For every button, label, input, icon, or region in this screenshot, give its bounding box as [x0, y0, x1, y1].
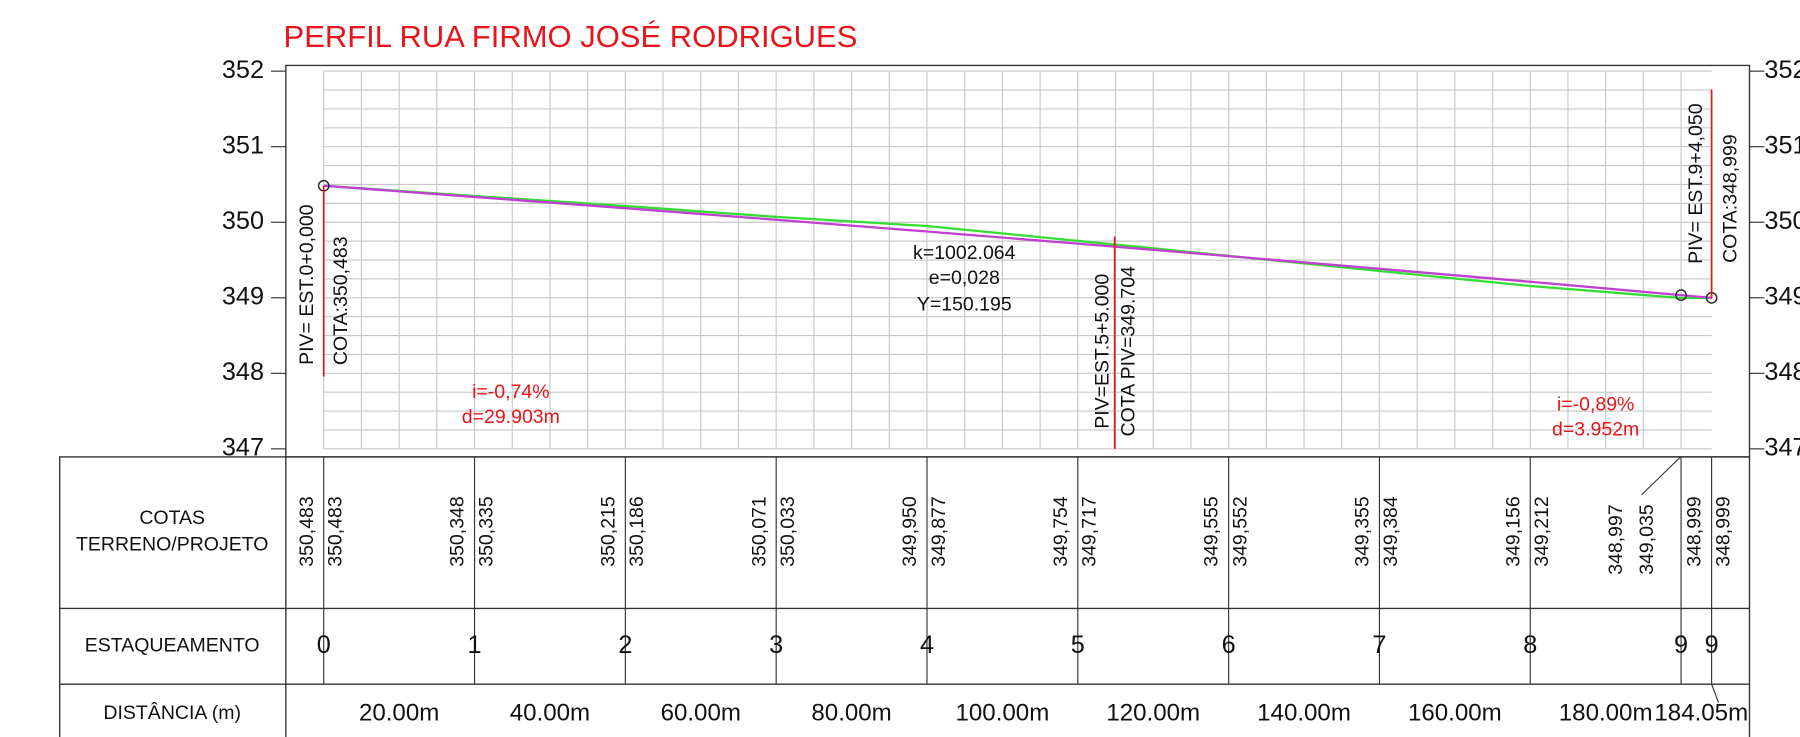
station-label: 7 — [1372, 631, 1386, 659]
title: PERFIL RUA FIRMO JOSÉ RODRIGUES — [284, 19, 858, 54]
distance-label: 160.00m — [1408, 699, 1502, 726]
annotation: d=29.903m — [462, 406, 560, 428]
distance-label: 184.05m — [1654, 699, 1748, 726]
leader — [1641, 456, 1682, 496]
distance-label: 20.00m — [359, 699, 439, 726]
annotation: i=-0,74% — [472, 381, 550, 403]
y-tick-label: 348 — [222, 358, 264, 386]
annotation: PIV= EST.9+4,050 — [1685, 103, 1707, 264]
annotation: 349,384 — [1380, 496, 1402, 567]
row-label: DISTÂNCIA (m) — [103, 701, 241, 724]
annotation: 350,348 — [447, 496, 469, 567]
annotation: 349,552 — [1229, 496, 1251, 567]
annotation: COTA:350,483 — [330, 236, 352, 365]
leader — [1711, 683, 1720, 703]
distance-label: 100.00m — [956, 699, 1050, 726]
annotation: 349,717 — [1079, 496, 1101, 567]
y-tick-label: 350 — [222, 207, 264, 235]
annotation: 349,355 — [1352, 496, 1374, 567]
station-label: 6 — [1222, 631, 1236, 659]
annotation: 350,483 — [296, 496, 318, 567]
distance-label: 180.00m — [1559, 699, 1653, 726]
y-tick-label: 352 — [222, 56, 264, 84]
annotation: 350,335 — [475, 496, 497, 567]
distance-label: 40.00m — [510, 699, 590, 726]
annotation: 349,754 — [1050, 496, 1072, 567]
annotation: 348,999 — [1684, 496, 1706, 567]
annotation: 349,212 — [1531, 496, 1553, 567]
annotation: PIV= EST.0+0,000 — [296, 204, 318, 365]
station-label: 5 — [1071, 631, 1085, 659]
annotation: 349,950 — [899, 496, 921, 567]
station-label: 9 — [1705, 631, 1719, 659]
annotation: 349,877 — [928, 496, 950, 567]
annotation: i=-0,89% — [1557, 393, 1635, 415]
station-label: 2 — [618, 631, 632, 659]
y-tick-label: 347 — [222, 434, 264, 462]
annotation: 348,999 — [1712, 496, 1734, 567]
distance-label: 60.00m — [661, 699, 741, 726]
annotation: 350,483 — [325, 496, 347, 567]
y-tick-label: 349 — [222, 282, 264, 310]
row-label: COTAS — [139, 507, 205, 529]
piv-marker — [1675, 289, 1687, 301]
row-label: ESTAQUEAMENTO — [85, 634, 260, 656]
y-tick-label: 351 — [222, 131, 264, 159]
y-tick-label: 348 — [1764, 358, 1800, 386]
annotation: COTA PIV=349.704 — [1118, 266, 1140, 437]
y-tick-label: 352 — [1764, 56, 1800, 84]
annotation: 349,156 — [1502, 496, 1524, 567]
y-tick-label: 347 — [1764, 434, 1800, 462]
annotation: 350,033 — [777, 496, 799, 567]
y-tick-label: 350 — [1764, 207, 1800, 235]
profile-line — [323, 184, 1712, 300]
station-label: 9 — [1674, 631, 1688, 659]
annotation: 349,035 — [1636, 504, 1658, 575]
annotation: 348,997 — [1605, 504, 1627, 574]
annotation: Y=150.195 — [917, 294, 1012, 316]
annotation: 349,555 — [1201, 496, 1223, 567]
annotation: COTA:348,999 — [1719, 134, 1741, 263]
annotation: e=0,028 — [929, 267, 1000, 289]
station-label: 4 — [920, 631, 934, 659]
distance-label: 120.00m — [1106, 699, 1200, 726]
annotation: d=3.952m — [1552, 419, 1639, 441]
station-label: 0 — [317, 631, 331, 659]
station-label: 3 — [769, 631, 783, 659]
y-tick-label: 349 — [1764, 282, 1800, 310]
station-label: 1 — [468, 631, 482, 659]
annotation: 350,071 — [748, 496, 770, 567]
distance-label: 140.00m — [1257, 699, 1351, 726]
annotation: k=1002.064 — [913, 242, 1016, 264]
annotation: PIV=EST.5+5.000 — [1091, 274, 1113, 429]
y-tick-label: 351 — [1764, 131, 1800, 159]
distance-label: 80.00m — [811, 699, 891, 726]
profile-line — [323, 184, 1712, 300]
row-label: TERRENO/PROJETO — [76, 533, 269, 555]
annotation: 350,215 — [597, 496, 619, 567]
station-label: 8 — [1523, 631, 1537, 659]
annotation: 350,186 — [626, 496, 648, 567]
table-frame — [59, 456, 1751, 737]
